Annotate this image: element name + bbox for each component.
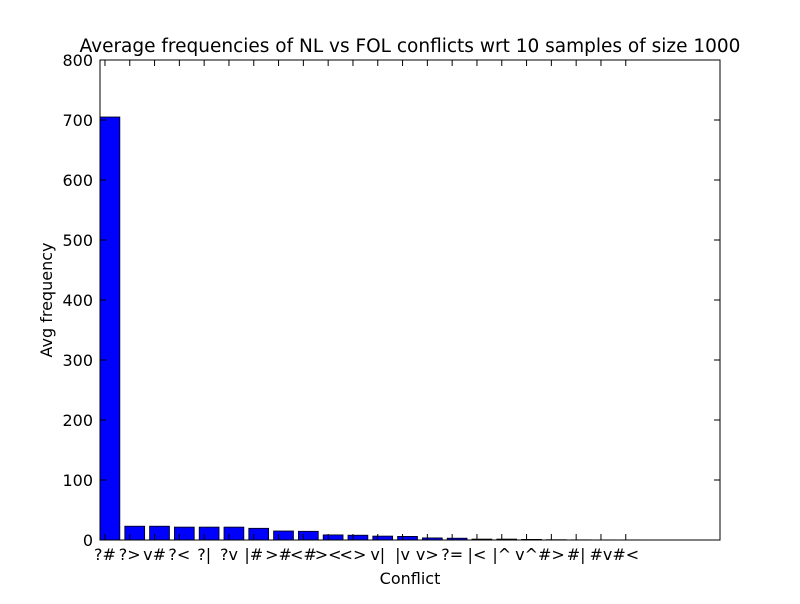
bar-10: [323, 535, 343, 540]
x-tick-label: <>: [340, 545, 367, 564]
x-tick-label: ?|: [197, 545, 211, 564]
x-tick-label: #v: [590, 545, 613, 564]
bar-12: [373, 536, 393, 540]
x-tick-label: #<: [612, 545, 639, 564]
bar-8: [274, 531, 294, 540]
y-tick-label: 100: [62, 471, 93, 490]
y-tick-label: 500: [62, 231, 93, 250]
x-tick-label: ?>: [119, 545, 141, 564]
x-tick-label: v>: [416, 545, 439, 564]
bar-3: [150, 526, 170, 540]
x-tick-label: v^: [515, 545, 538, 564]
y-tick-label: 700: [62, 111, 93, 130]
bar-5: [199, 527, 219, 540]
x-tick-label: ?<: [168, 545, 190, 564]
bar-7: [249, 528, 269, 540]
y-tick-label: 0: [83, 531, 93, 550]
x-tick-label: |#: [244, 545, 263, 564]
y-tick-label: 400: [62, 291, 93, 310]
chart-title: Average frequencies of NL vs FOL conflic…: [80, 36, 741, 57]
y-tick-label: 800: [62, 51, 93, 70]
y-tick-label: 200: [62, 411, 93, 430]
bar-4: [174, 527, 194, 540]
x-tick-label: #|: [567, 545, 586, 564]
x-tick-label: ?=: [441, 545, 463, 564]
bar-2: [125, 526, 145, 540]
y-tick-label: 600: [62, 171, 93, 190]
x-tick-label: ?v: [220, 545, 238, 564]
y-axis-label: Avg frequency: [37, 243, 56, 358]
x-tick-label: ><: [315, 545, 342, 564]
x-tick-label: |^: [492, 545, 511, 564]
x-tick-label: |<: [468, 545, 487, 564]
x-tick-label: #>: [538, 545, 565, 564]
y-tick-label: 300: [62, 351, 93, 370]
bar-11: [348, 535, 368, 540]
bar-9: [298, 531, 318, 540]
bar-6: [224, 527, 244, 540]
x-tick-label: <#: [290, 545, 317, 564]
x-axis-label: Conflict: [380, 569, 441, 588]
bar-13: [398, 536, 418, 540]
x-tick-label: v|: [370, 545, 385, 564]
plot-area: [100, 60, 720, 540]
x-tick-label: v#: [143, 545, 166, 564]
x-tick-label: ?#: [94, 545, 116, 564]
x-tick-label: |v: [395, 545, 410, 564]
x-tick-label: >#: [265, 545, 292, 564]
